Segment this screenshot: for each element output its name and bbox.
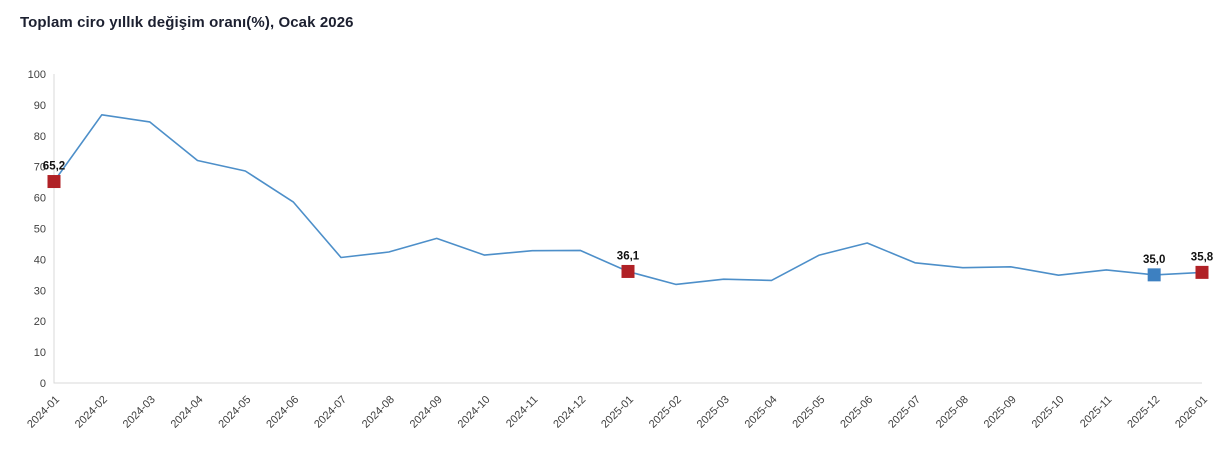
data-point-label: 36,1	[617, 250, 640, 262]
y-axis-tick-label: 80	[34, 131, 46, 143]
x-axis-tick-label: 2025-06	[838, 394, 875, 431]
x-axis-tick-label: 2025-05	[790, 394, 827, 431]
y-axis-tick-label: 100	[28, 69, 46, 81]
x-axis-tick-label: 2024-12	[551, 394, 588, 431]
y-axis-tick-label: 90	[34, 100, 46, 112]
x-axis-tick-label: 2024-10	[456, 394, 493, 431]
x-axis-tick-label: 2025-01	[599, 394, 636, 431]
x-axis-tick-label: 2024-03	[121, 394, 158, 431]
x-axis-tick-label: 2025-04	[743, 394, 780, 431]
highlight-marker-red	[621, 264, 635, 278]
y-axis-tick-label: 40	[34, 254, 46, 266]
data-point-label: 35,8	[1191, 251, 1214, 263]
y-axis-tick-label: 60	[34, 193, 46, 205]
y-axis-tick-label: 70	[34, 162, 46, 174]
data-point-label: 65,2	[43, 161, 65, 173]
x-axis-tick-label: 2024-09	[408, 394, 445, 431]
y-axis-tick-label: 10	[34, 347, 46, 359]
highlight-marker-blue	[1147, 268, 1161, 282]
x-axis-tick-label: 2025-02	[647, 394, 684, 431]
y-axis-tick-label: 50	[34, 224, 46, 236]
x-axis-tick-label: 2024-01	[25, 394, 62, 431]
x-axis-tick-label: 2025-12	[1125, 394, 1162, 431]
chart-title: Toplam ciro yıllık değişim oranı(%), Oca…	[20, 14, 354, 31]
x-axis-tick-label: 2026-01	[1173, 394, 1210, 431]
y-axis-tick-label: 0	[40, 378, 46, 390]
x-axis-tick-label: 2025-03	[695, 394, 732, 431]
x-axis-tick-label: 2025-11	[1078, 394, 1114, 430]
highlight-marker-red	[1195, 265, 1209, 279]
x-axis-tick-label: 2024-05	[216, 394, 253, 431]
x-axis-tick-label: 2024-08	[360, 394, 397, 431]
y-axis-tick-label: 30	[34, 285, 46, 297]
y-axis-tick-label: 20	[34, 316, 46, 328]
highlight-marker-red	[47, 175, 61, 189]
x-axis-tick-label: 2025-09	[982, 394, 1019, 431]
x-axis-tick-label: 2025-10	[1030, 394, 1067, 431]
x-axis-tick-label: 2024-11	[504, 394, 540, 430]
axis-lines	[53, 74, 1202, 384]
x-axis-tick-label: 2024-07	[312, 394, 349, 431]
x-axis-tick-label: 2024-02	[73, 394, 110, 431]
x-axis-tick-label: 2025-08	[934, 394, 971, 431]
x-axis-tick-label: 2024-04	[169, 394, 206, 431]
x-axis-tick-label: 2025-07	[886, 394, 923, 431]
data-point-label: 35,0	[1143, 254, 1165, 266]
x-axis-tick-label: 2024-06	[264, 394, 301, 431]
